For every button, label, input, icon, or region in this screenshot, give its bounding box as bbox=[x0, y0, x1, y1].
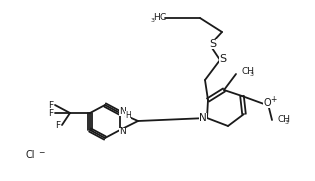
Text: −: − bbox=[38, 148, 44, 157]
Text: N: N bbox=[199, 113, 207, 123]
Text: H: H bbox=[153, 14, 160, 22]
Text: F: F bbox=[49, 108, 54, 117]
Text: S: S bbox=[209, 39, 217, 49]
Text: C: C bbox=[159, 14, 165, 22]
Text: CH: CH bbox=[242, 68, 255, 77]
Text: Cl: Cl bbox=[25, 150, 35, 160]
Text: N: N bbox=[119, 127, 125, 136]
Text: N: N bbox=[119, 106, 125, 115]
Text: S: S bbox=[220, 54, 226, 64]
Text: F: F bbox=[49, 100, 54, 110]
Text: +: + bbox=[270, 94, 276, 104]
Text: 3: 3 bbox=[250, 73, 254, 77]
Text: F: F bbox=[55, 121, 60, 129]
Text: 3: 3 bbox=[285, 121, 289, 125]
Text: CH: CH bbox=[277, 115, 290, 125]
Text: O: O bbox=[263, 98, 271, 108]
Text: H: H bbox=[125, 110, 131, 119]
Text: 3: 3 bbox=[151, 18, 155, 24]
